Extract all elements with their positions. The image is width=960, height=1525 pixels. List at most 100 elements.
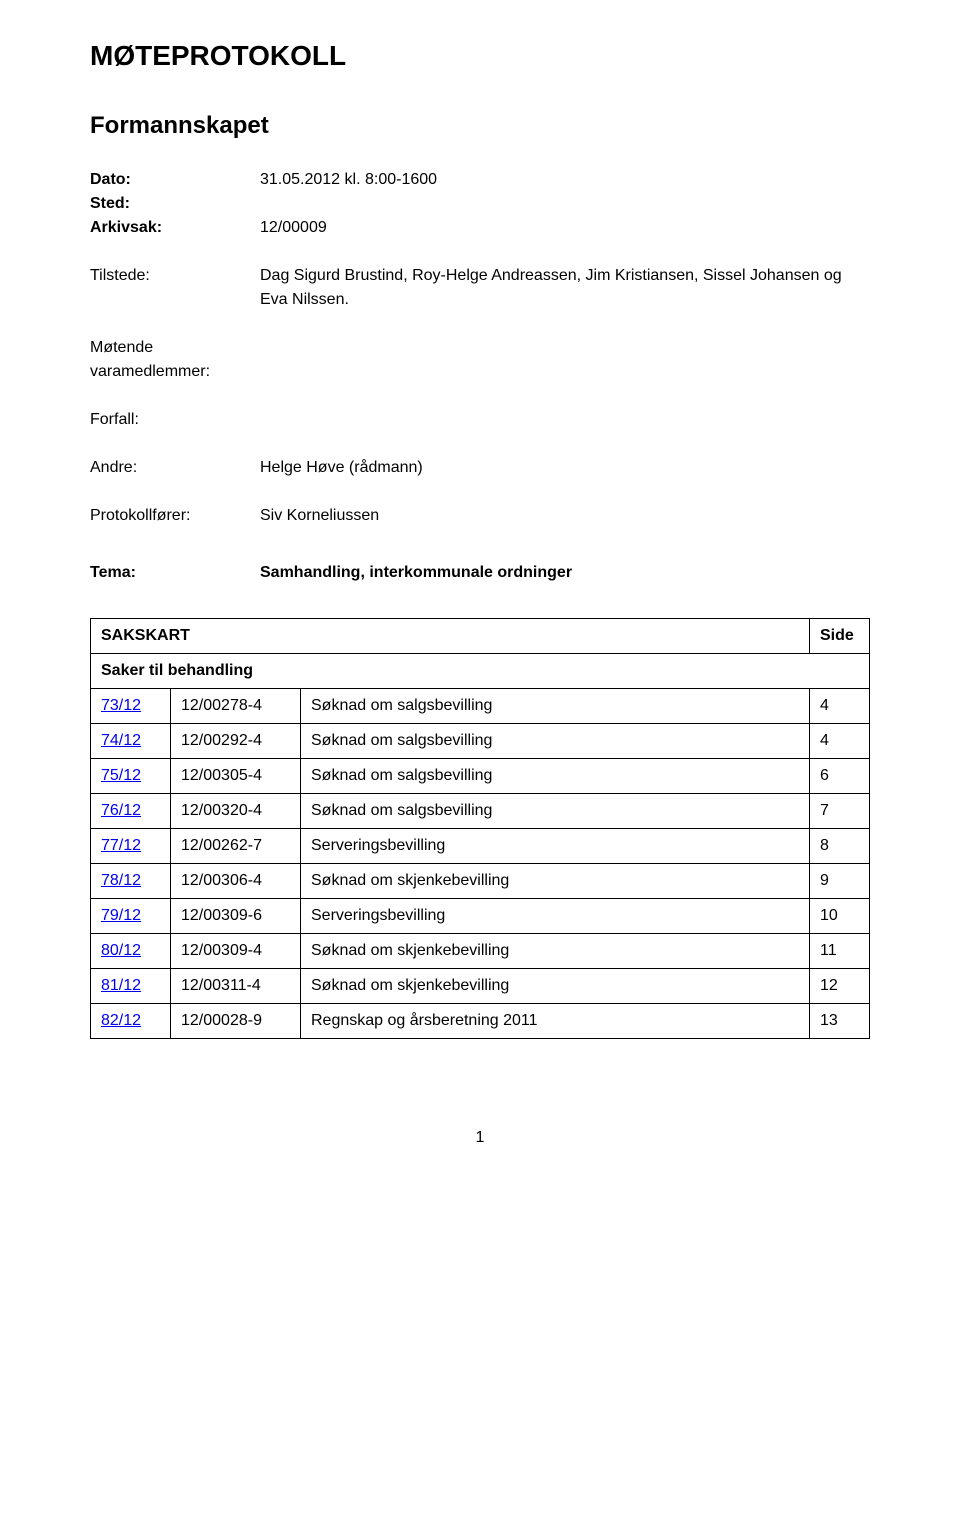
table-row: 80/12 12/00309-4Søknad om skjenkebevillin… xyxy=(91,934,870,969)
sak-number-link[interactable]: 79/12 xyxy=(101,907,141,924)
sak-arkiv: 12/00320-4 xyxy=(171,794,301,829)
sak-arkiv: 12/00292-4 xyxy=(171,724,301,759)
sak-title: Serveringsbevilling xyxy=(301,899,810,934)
sak-side: 7 xyxy=(810,794,870,829)
sak-title: Søknad om salgsbevilling xyxy=(301,724,810,759)
sakskart-table: SAKSKART Side Saker til behandling 73/12… xyxy=(90,618,870,1039)
sak-title: Søknad om skjenkebevilling xyxy=(301,969,810,1004)
meta-value-forfall xyxy=(260,408,870,432)
table-row: 81/12 12/00311-4Søknad om skjenkebevillin… xyxy=(91,969,870,1004)
meta-label-arkivsak: Arkivsak: xyxy=(90,216,260,240)
sak-title: Søknad om salgsbevilling xyxy=(301,759,810,794)
sak-number: 79/12 xyxy=(91,899,171,934)
sak-arkiv: 12/00306-4 xyxy=(171,864,301,899)
sak-side: 4 xyxy=(810,724,870,759)
meta-value-protokoll: Siv Korneliussen xyxy=(260,504,870,528)
meta-value-andre: Helge Høve (rådmann) xyxy=(260,456,870,480)
meta-value-arkivsak: 12/00009 xyxy=(260,216,870,240)
sak-number-link[interactable]: 78/12 xyxy=(101,872,141,889)
table-row: 74/12 12/00292-4Søknad om salgsbevilling4 xyxy=(91,724,870,759)
meta-label-sted: Sted: xyxy=(90,192,260,216)
sak-side: 8 xyxy=(810,829,870,864)
table-header-row: SAKSKART Side xyxy=(91,619,870,654)
meta-label-dato: Dato: xyxy=(90,168,260,192)
header-side: Side xyxy=(810,619,870,654)
sak-arkiv: 12/00309-6 xyxy=(171,899,301,934)
meta-block-protokoll: Protokollfører: Siv Korneliussen xyxy=(90,504,870,528)
sak-arkiv: 12/00278-4 xyxy=(171,689,301,724)
meta-row-forfall: Forfall: xyxy=(90,408,870,432)
sak-number-link[interactable]: 76/12 xyxy=(101,802,141,819)
sak-number: 81/12 xyxy=(91,969,171,1004)
document-page: MØTEPROTOKOLL Formannskapet Dato: 31.05.… xyxy=(0,0,960,1187)
sak-arkiv: 12/00028-9 xyxy=(171,1004,301,1039)
meta-value-motende xyxy=(260,336,870,360)
meta-row-tilstede: Tilstede: Dag Sigurd Brustind, Roy-Helge… xyxy=(90,264,870,312)
meta-row-dato: Dato: 31.05.2012 kl. 8:00-1600 xyxy=(90,168,870,192)
meta-block-forfall: Forfall: xyxy=(90,408,870,432)
sak-title: Serveringsbevilling xyxy=(301,829,810,864)
tema-label: Tema: xyxy=(90,564,260,582)
table-row: 76/12 12/00320-4Søknad om salgsbevilling7 xyxy=(91,794,870,829)
meta-block-tilstede: Tilstede: Dag Sigurd Brustind, Roy-Helge… xyxy=(90,264,870,312)
table-row: 82/12 12/00028-9Regnskap og årsberetning … xyxy=(91,1004,870,1039)
meta-label-motende-2: varamedlemmer: xyxy=(90,360,260,384)
table-row: 79/12 12/00309-6Serveringsbevilling10 xyxy=(91,899,870,934)
meta-value-tilstede: Dag Sigurd Brustind, Roy-Helge Andreasse… xyxy=(260,264,870,312)
meta-label-protokoll: Protokollfører: xyxy=(90,504,260,528)
sak-title: Søknad om salgsbevilling xyxy=(301,689,810,724)
sak-number: 77/12 xyxy=(91,829,171,864)
meta-value-sted xyxy=(260,192,870,216)
sak-number: 78/12 xyxy=(91,864,171,899)
meta-row-motende-1: Møtende xyxy=(90,336,870,360)
sak-arkiv: 12/00305-4 xyxy=(171,759,301,794)
meta-label-motende-1: Møtende xyxy=(90,336,260,360)
sak-number-link[interactable]: 75/12 xyxy=(101,767,141,784)
meta-block-motende: Møtende varamedlemmer: xyxy=(90,336,870,384)
page-title: MØTEPROTOKOLL xyxy=(90,40,870,72)
sak-number-link[interactable]: 73/12 xyxy=(101,697,141,714)
sak-side: 10 xyxy=(810,899,870,934)
meta-block-header: Dato: 31.05.2012 kl. 8:00-1600 Sted: Ark… xyxy=(90,168,870,240)
sak-number-link[interactable]: 74/12 xyxy=(101,732,141,749)
sak-title: Søknad om skjenkebevilling xyxy=(301,864,810,899)
meta-row-sted: Sted: xyxy=(90,192,870,216)
sak-title: Søknad om skjenkebevilling xyxy=(301,934,810,969)
meta-row-motende-2: varamedlemmer: xyxy=(90,360,870,384)
sak-number: 74/12 xyxy=(91,724,171,759)
sak-number: 82/12 xyxy=(91,1004,171,1039)
sak-number-link[interactable]: 81/12 xyxy=(101,977,141,994)
sak-side: 6 xyxy=(810,759,870,794)
page-subtitle: Formannskapet xyxy=(90,112,870,140)
sak-number: 73/12 xyxy=(91,689,171,724)
sak-arkiv: 12/00309-4 xyxy=(171,934,301,969)
sak-side: 11 xyxy=(810,934,870,969)
tema-value: Samhandling, interkommunale ordninger xyxy=(260,564,572,582)
sak-arkiv: 12/00311-4 xyxy=(171,969,301,1004)
header-sakskart: SAKSKART xyxy=(91,619,810,654)
section-heading: Saker til behandling xyxy=(91,654,870,689)
sak-side: 4 xyxy=(810,689,870,724)
sak-number: 80/12 xyxy=(91,934,171,969)
sak-number-link[interactable]: 80/12 xyxy=(101,942,141,959)
sak-number: 76/12 xyxy=(91,794,171,829)
sak-side: 13 xyxy=(810,1004,870,1039)
sak-number-link[interactable]: 77/12 xyxy=(101,837,141,854)
table-row: 73/12 12/00278-4Søknad om salgsbevilling4 xyxy=(91,689,870,724)
meta-row-andre: Andre: Helge Høve (rådmann) xyxy=(90,456,870,480)
meta-row-protokoll: Protokollfører: Siv Korneliussen xyxy=(90,504,870,528)
page-number: 1 xyxy=(90,1129,870,1147)
tema-row: Tema: Samhandling, interkommunale ordnin… xyxy=(90,564,870,582)
section-heading-row: Saker til behandling xyxy=(91,654,870,689)
meta-label-andre: Andre: xyxy=(90,456,260,480)
sak-side: 9 xyxy=(810,864,870,899)
sak-title: Søknad om salgsbevilling xyxy=(301,794,810,829)
sak-title: Regnskap og årsberetning 2011 xyxy=(301,1004,810,1039)
sak-side: 12 xyxy=(810,969,870,1004)
table-row: 75/12 12/00305-4Søknad om salgsbevilling6 xyxy=(91,759,870,794)
meta-label-tilstede: Tilstede: xyxy=(90,264,260,312)
sak-number-link[interactable]: 82/12 xyxy=(101,1012,141,1029)
table-row: 77/1212/00262-7Serveringsbevilling8 xyxy=(91,829,870,864)
meta-block-andre: Andre: Helge Høve (rådmann) xyxy=(90,456,870,480)
meta-label-forfall: Forfall: xyxy=(90,408,260,432)
